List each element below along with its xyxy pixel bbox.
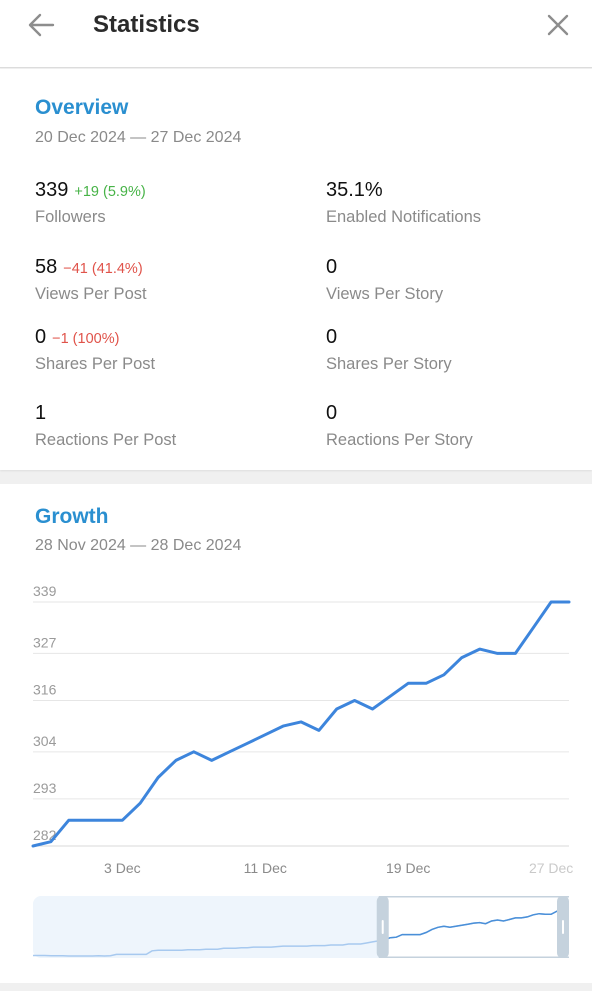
y-tick-label: 327 xyxy=(33,634,57,650)
stat-label: Reactions Per Post xyxy=(35,431,177,449)
stat-value: 35.1% xyxy=(326,179,383,201)
stat-value: 0 xyxy=(326,326,338,348)
x-tick-label: 19 Dec xyxy=(386,860,430,876)
growth-card: Growth 28 Nov 2024 — 28 Dec 2024 282 293 3… xyxy=(0,484,592,983)
overview-date-range: 20 Dec 2024 — 27 Dec 2024 xyxy=(35,129,242,146)
y-tick-label: 339 xyxy=(33,583,57,599)
stat-shares-per-post: 0 −1 (100%) Shares Per Post xyxy=(35,326,285,374)
arrow-left-icon xyxy=(28,13,55,37)
followers-series-line xyxy=(31,600,571,848)
stat-reactions-per-post: 1 Reactions Per Post xyxy=(35,402,285,450)
stat-shares-per-story: 0 Shares Per Story xyxy=(326,326,576,374)
stat-label: Shares Per Post xyxy=(35,355,156,373)
close-button[interactable] xyxy=(544,11,572,39)
close-icon xyxy=(547,14,569,36)
y-tick-label: 304 xyxy=(33,733,57,749)
stat-label: Reactions Per Story xyxy=(326,431,473,449)
stat-label: Views Per Story xyxy=(326,285,444,303)
y-tick-label: 293 xyxy=(33,780,57,796)
y-tick-label: 316 xyxy=(33,681,57,697)
stat-label: Shares Per Story xyxy=(326,355,452,373)
stat-value: 58 xyxy=(35,256,58,278)
stat-enabled-notifications: 35.1% Enabled Notifications xyxy=(326,179,576,227)
stat-value: 0 xyxy=(35,326,47,348)
stat-value: 0 xyxy=(326,402,338,424)
stat-views-per-post: 58 −41 (41.4%) Views Per Post xyxy=(35,256,285,304)
back-button[interactable] xyxy=(24,10,58,40)
stat-label: Views Per Post xyxy=(35,285,147,303)
overview-title: Overview xyxy=(35,96,129,119)
stat-value: 1 xyxy=(35,402,47,424)
top-bar: Statistics xyxy=(0,0,592,68)
stat-reactions-per-story: 0 Reactions Per Story xyxy=(326,402,576,450)
stat-delta: −1 (100%) xyxy=(52,331,120,347)
stat-delta: +19 (5.9%) xyxy=(74,184,146,200)
navigator-line-selected xyxy=(378,907,569,942)
stat-label: Enabled Notifications xyxy=(326,208,482,226)
overview-card: Overview 20 Dec 2024 — 27 Dec 2024 339 +1… xyxy=(0,69,592,470)
growth-title: Growth xyxy=(35,505,109,528)
x-tick-label: 11 Dec xyxy=(244,860,287,876)
y-tick-label: 282 xyxy=(33,827,57,843)
page-title: Statistics xyxy=(93,11,200,38)
stat-views-per-story: 0 Views Per Story xyxy=(326,256,576,304)
x-tick-label: 3 Dec xyxy=(104,860,141,876)
stat-value: 339 xyxy=(35,179,69,201)
stat-value: 0 xyxy=(326,256,338,278)
stat-delta: −41 (41.4%) xyxy=(63,261,143,277)
x-tick-label: 27 Dec xyxy=(529,860,573,876)
growth-date-range: 28 Nov 2024 — 28 Dec 2024 xyxy=(35,537,242,554)
navigator-handle-grip xyxy=(381,920,384,934)
stat-followers: 339 +19 (5.9%) Followers xyxy=(35,179,285,227)
navigator-window xyxy=(378,896,569,958)
growth-chart[interactable]: 282 293 304 316 327 339 3 Dec 11 Dec 19 Dec 27 De… xyxy=(0,484,592,983)
navigator-handle-grip xyxy=(562,920,564,934)
stat-label: Followers xyxy=(35,208,106,226)
